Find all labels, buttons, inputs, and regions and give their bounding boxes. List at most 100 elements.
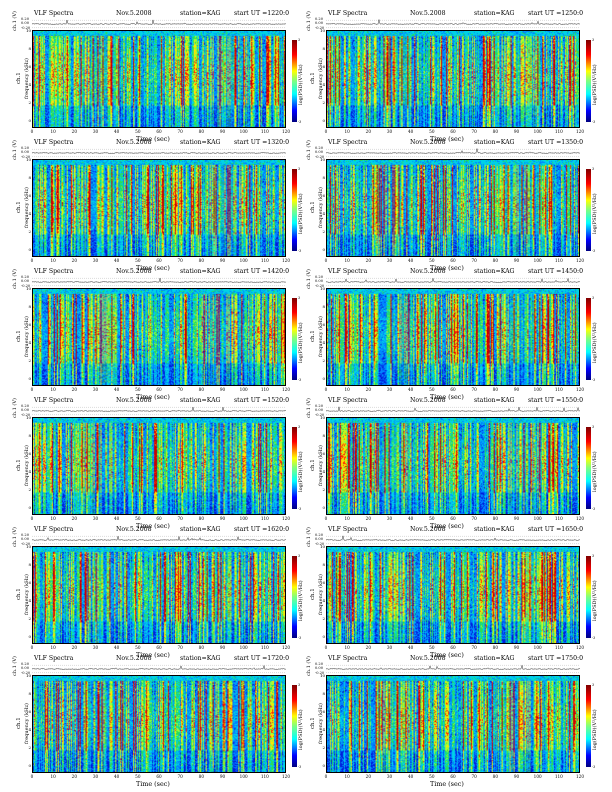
y-tick-label: 0 <box>28 763 31 768</box>
x-tick-label: 10 <box>344 258 350 263</box>
waveform-tick-label: 0.00 <box>315 666 324 671</box>
x-tick-label: 100 <box>239 774 248 779</box>
y-tick-label: 0 <box>322 763 325 768</box>
spectrogram-image <box>32 159 286 257</box>
panel-header: VLF Spectra Nov.5.2008 station=KAG start UT… <box>328 397 583 406</box>
x-tick-label: 110 <box>260 387 269 392</box>
panel-title: VLF Spectra <box>34 526 74 533</box>
panel-date: Nov.5.2008 <box>410 10 446 17</box>
panel-station: station=KAG <box>474 655 515 662</box>
panel-title: VLF Spectra <box>328 139 368 146</box>
panel-date: Nov.5.2008 <box>116 268 152 275</box>
x-tick-label: 70 <box>471 129 477 134</box>
waveform-svg <box>32 278 286 286</box>
waveform-tick-label: 0.20 <box>315 533 324 537</box>
x-tick-label: 120 <box>576 129 584 134</box>
panel-start-time: start UT =1520:0 <box>234 397 290 404</box>
x-tick-label: 40 <box>113 516 120 521</box>
x-tick-label: 40 <box>407 645 414 650</box>
colorbar-tick-label: 3 <box>298 296 301 300</box>
x-tick-label: 80 <box>492 516 498 521</box>
x-tick-label: 30 <box>92 129 99 134</box>
spectrogram-image <box>326 546 580 644</box>
colorbar <box>586 427 591 509</box>
waveform-tick-label: 0.00 <box>21 150 30 155</box>
y-tick-label: 0 <box>322 505 325 510</box>
x-tick-label: 60 <box>450 774 456 779</box>
x-axis-label: Time (sec) <box>430 522 464 530</box>
panel-title: VLF Spectra <box>328 268 368 275</box>
y-tick-label: 4 <box>28 340 31 345</box>
colorbar-tick-label: 3 <box>592 554 595 558</box>
x-tick-label: 60 <box>156 129 162 134</box>
waveform-tick-label: -0.20 <box>21 541 31 546</box>
x-tick-label: 30 <box>92 516 99 521</box>
spectrogram-area: ch.1 frequency (kHz) 10 8 6 4 2 0 0 10 20 30 40 50 60 7… <box>310 28 584 143</box>
waveform-line <box>32 406 286 412</box>
waveform-tick-label: -0.20 <box>315 283 325 288</box>
x-tick-label: 0 <box>30 774 34 779</box>
x-tick-label: 60 <box>450 129 456 134</box>
waveform-tick-label: 0.20 <box>315 146 324 150</box>
colorbar-label: log(PSD)(V²/Hz) <box>592 709 598 751</box>
y-tick-label: 10 <box>320 28 326 33</box>
waveform-tick-label: 0.20 <box>315 275 324 279</box>
x-tick-label: 10 <box>50 774 56 779</box>
waveform-tick-label: 0.20 <box>315 404 324 408</box>
x-axis-label: Time (sec) <box>136 135 170 143</box>
x-tick-label: 30 <box>92 645 99 650</box>
waveform-tick-label: 0.00 <box>315 537 324 542</box>
x-tick-label: 90 <box>219 516 226 521</box>
x-tick-label: 40 <box>407 129 414 134</box>
x-tick-label: 90 <box>513 774 520 779</box>
waveform-trace <box>32 277 286 287</box>
y-tick-label: 10 <box>320 544 326 549</box>
x-tick-label: 0 <box>324 387 328 392</box>
waveform-line <box>326 277 580 283</box>
spectrogram-panel: VLF Spectra Nov.5.2008 station=KAG start UT… <box>10 268 304 401</box>
x-tick-label: 110 <box>260 258 269 263</box>
spectrogram-area: ch.1 frequency (kHz) 10 8 6 4 2 0 0 10 20 30 40 50 60 7… <box>310 415 584 530</box>
waveform-tick-label: 0.20 <box>315 662 324 666</box>
panel-start-time: start UT =1250:0 <box>528 10 584 17</box>
panel-start-time: start UT =1750:0 <box>528 655 584 662</box>
x-tick-label: 90 <box>219 129 226 134</box>
y-tick-label: 0 <box>28 505 31 510</box>
x-tick-label: 80 <box>198 645 204 650</box>
waveform-tick-label: 0.20 <box>21 404 30 408</box>
x-tick-label: 110 <box>260 516 269 521</box>
x-tick-label: 80 <box>492 387 498 392</box>
panel-title: VLF Spectra <box>34 139 74 146</box>
y-tick-label: 4 <box>322 598 325 603</box>
x-tick-label: 120 <box>282 129 290 134</box>
spectrogram-area: ch.1 frequency (kHz) 10 8 6 4 2 0 0 10 20 30 40 50 60 7… <box>310 157 584 272</box>
y-tick-label: 2 <box>322 745 325 750</box>
spectrogram-area: ch.1 frequency (kHz) 10 8 6 4 2 0 0 10 20 30 40 50 60 7… <box>310 673 584 788</box>
x-tick-label: 50 <box>429 258 435 263</box>
waveform-tick-label: 0.00 <box>315 21 324 26</box>
y-tick-label: 6 <box>322 193 325 198</box>
waveform-tick-label: -0.20 <box>315 670 325 675</box>
colorbar-tick-label: 3 <box>592 167 595 171</box>
y-tick-label: 8 <box>322 46 325 51</box>
colorbar-tick-label: -3 <box>592 507 596 511</box>
x-tick-label: 50 <box>429 774 435 779</box>
y-tick-label: 0 <box>28 247 31 252</box>
colorbar <box>586 685 591 767</box>
waveform-line <box>32 664 286 670</box>
panel-start-time: start UT =1450:0 <box>528 268 584 275</box>
y-tick-label: 4 <box>322 727 325 732</box>
waveform-svg <box>326 535 580 544</box>
panel-header: VLF Spectra Nov.5.2008 station=KAG start UT… <box>34 526 289 535</box>
y-tick-label: 6 <box>28 451 31 456</box>
colorbar-label: log(PSD)(V²/Hz) <box>592 322 598 364</box>
x-tick-label: 60 <box>156 645 162 650</box>
spectrogram-panel: VLF Spectra Nov.5.2008 station=KAG start UT… <box>304 655 598 788</box>
x-tick-label: 90 <box>513 516 520 521</box>
waveform-tick-label: -0.20 <box>21 670 31 675</box>
waveform-line <box>32 535 286 541</box>
waveform-svg <box>326 148 580 157</box>
panel-header: VLF Spectra Nov.5.2008 station=KAG start UT… <box>328 10 583 19</box>
x-tick-label: 10 <box>344 129 350 134</box>
